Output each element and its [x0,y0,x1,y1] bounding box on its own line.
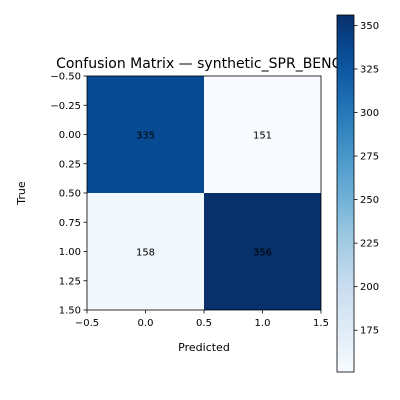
heatmap-cell [87,76,204,193]
cell-value-label: 151 [253,131,272,142]
colorbar-tick-label: 250 [360,195,379,206]
heatmap-cell [204,76,321,193]
cell-value-label: 356 [253,248,272,259]
heatmap-cell-labels: 335 151 158 356 [136,131,272,259]
y-tick-label: −0.25 [50,101,81,112]
x-tick-label: 1.0 [255,318,271,329]
y-axis-label: True [15,181,28,206]
colorbar-tick-label: 300 [360,108,379,119]
y-tick-label: 1.50 [59,306,81,317]
colorbar-tick-label: 275 [360,152,379,163]
x-tick-label: 0.0 [138,318,154,329]
colorbar [336,14,355,373]
colorbar-tick-label: 325 [360,64,379,75]
x-tick-label: −0.5 [75,318,99,329]
x-tick-label: 0.5 [196,318,212,329]
y-tick-label: 1.00 [59,247,81,258]
y-tick-label: −0.50 [50,72,81,83]
heatmap-cell [87,193,204,310]
colorbar-tick-label: 175 [360,326,379,337]
x-axis-label: Predicted [178,341,230,354]
y-tick-label: 0.00 [59,130,81,141]
cell-value-label: 158 [136,248,155,259]
y-tick-label: 0.50 [59,189,81,200]
heatmap-cells [87,76,321,310]
colorbar-ticks: 175 200 225 250 275 300 325 350 [354,21,379,337]
heatmap-cell [204,193,321,310]
y-axis-ticks: −0.50 −0.25 0.00 0.25 0.50 0.75 1.00 1.25 1.50 [50,72,87,317]
x-axis-ticks: −0.5 0.0 0.5 1.0 1.5 [75,310,329,329]
y-tick-label: 0.25 [59,159,81,170]
y-tick-label: 1.25 [59,276,81,287]
colorbar-tick-label: 200 [360,282,379,293]
chart-title: Confusion Matrix — synthetic_SPR_BENCH [56,56,352,72]
colorbar-tick-label: 225 [360,239,379,250]
y-tick-label: 0.75 [59,218,81,229]
cell-value-label: 335 [136,131,155,142]
x-tick-label: 1.5 [313,318,329,329]
colorbar-tick-label: 350 [360,21,379,32]
